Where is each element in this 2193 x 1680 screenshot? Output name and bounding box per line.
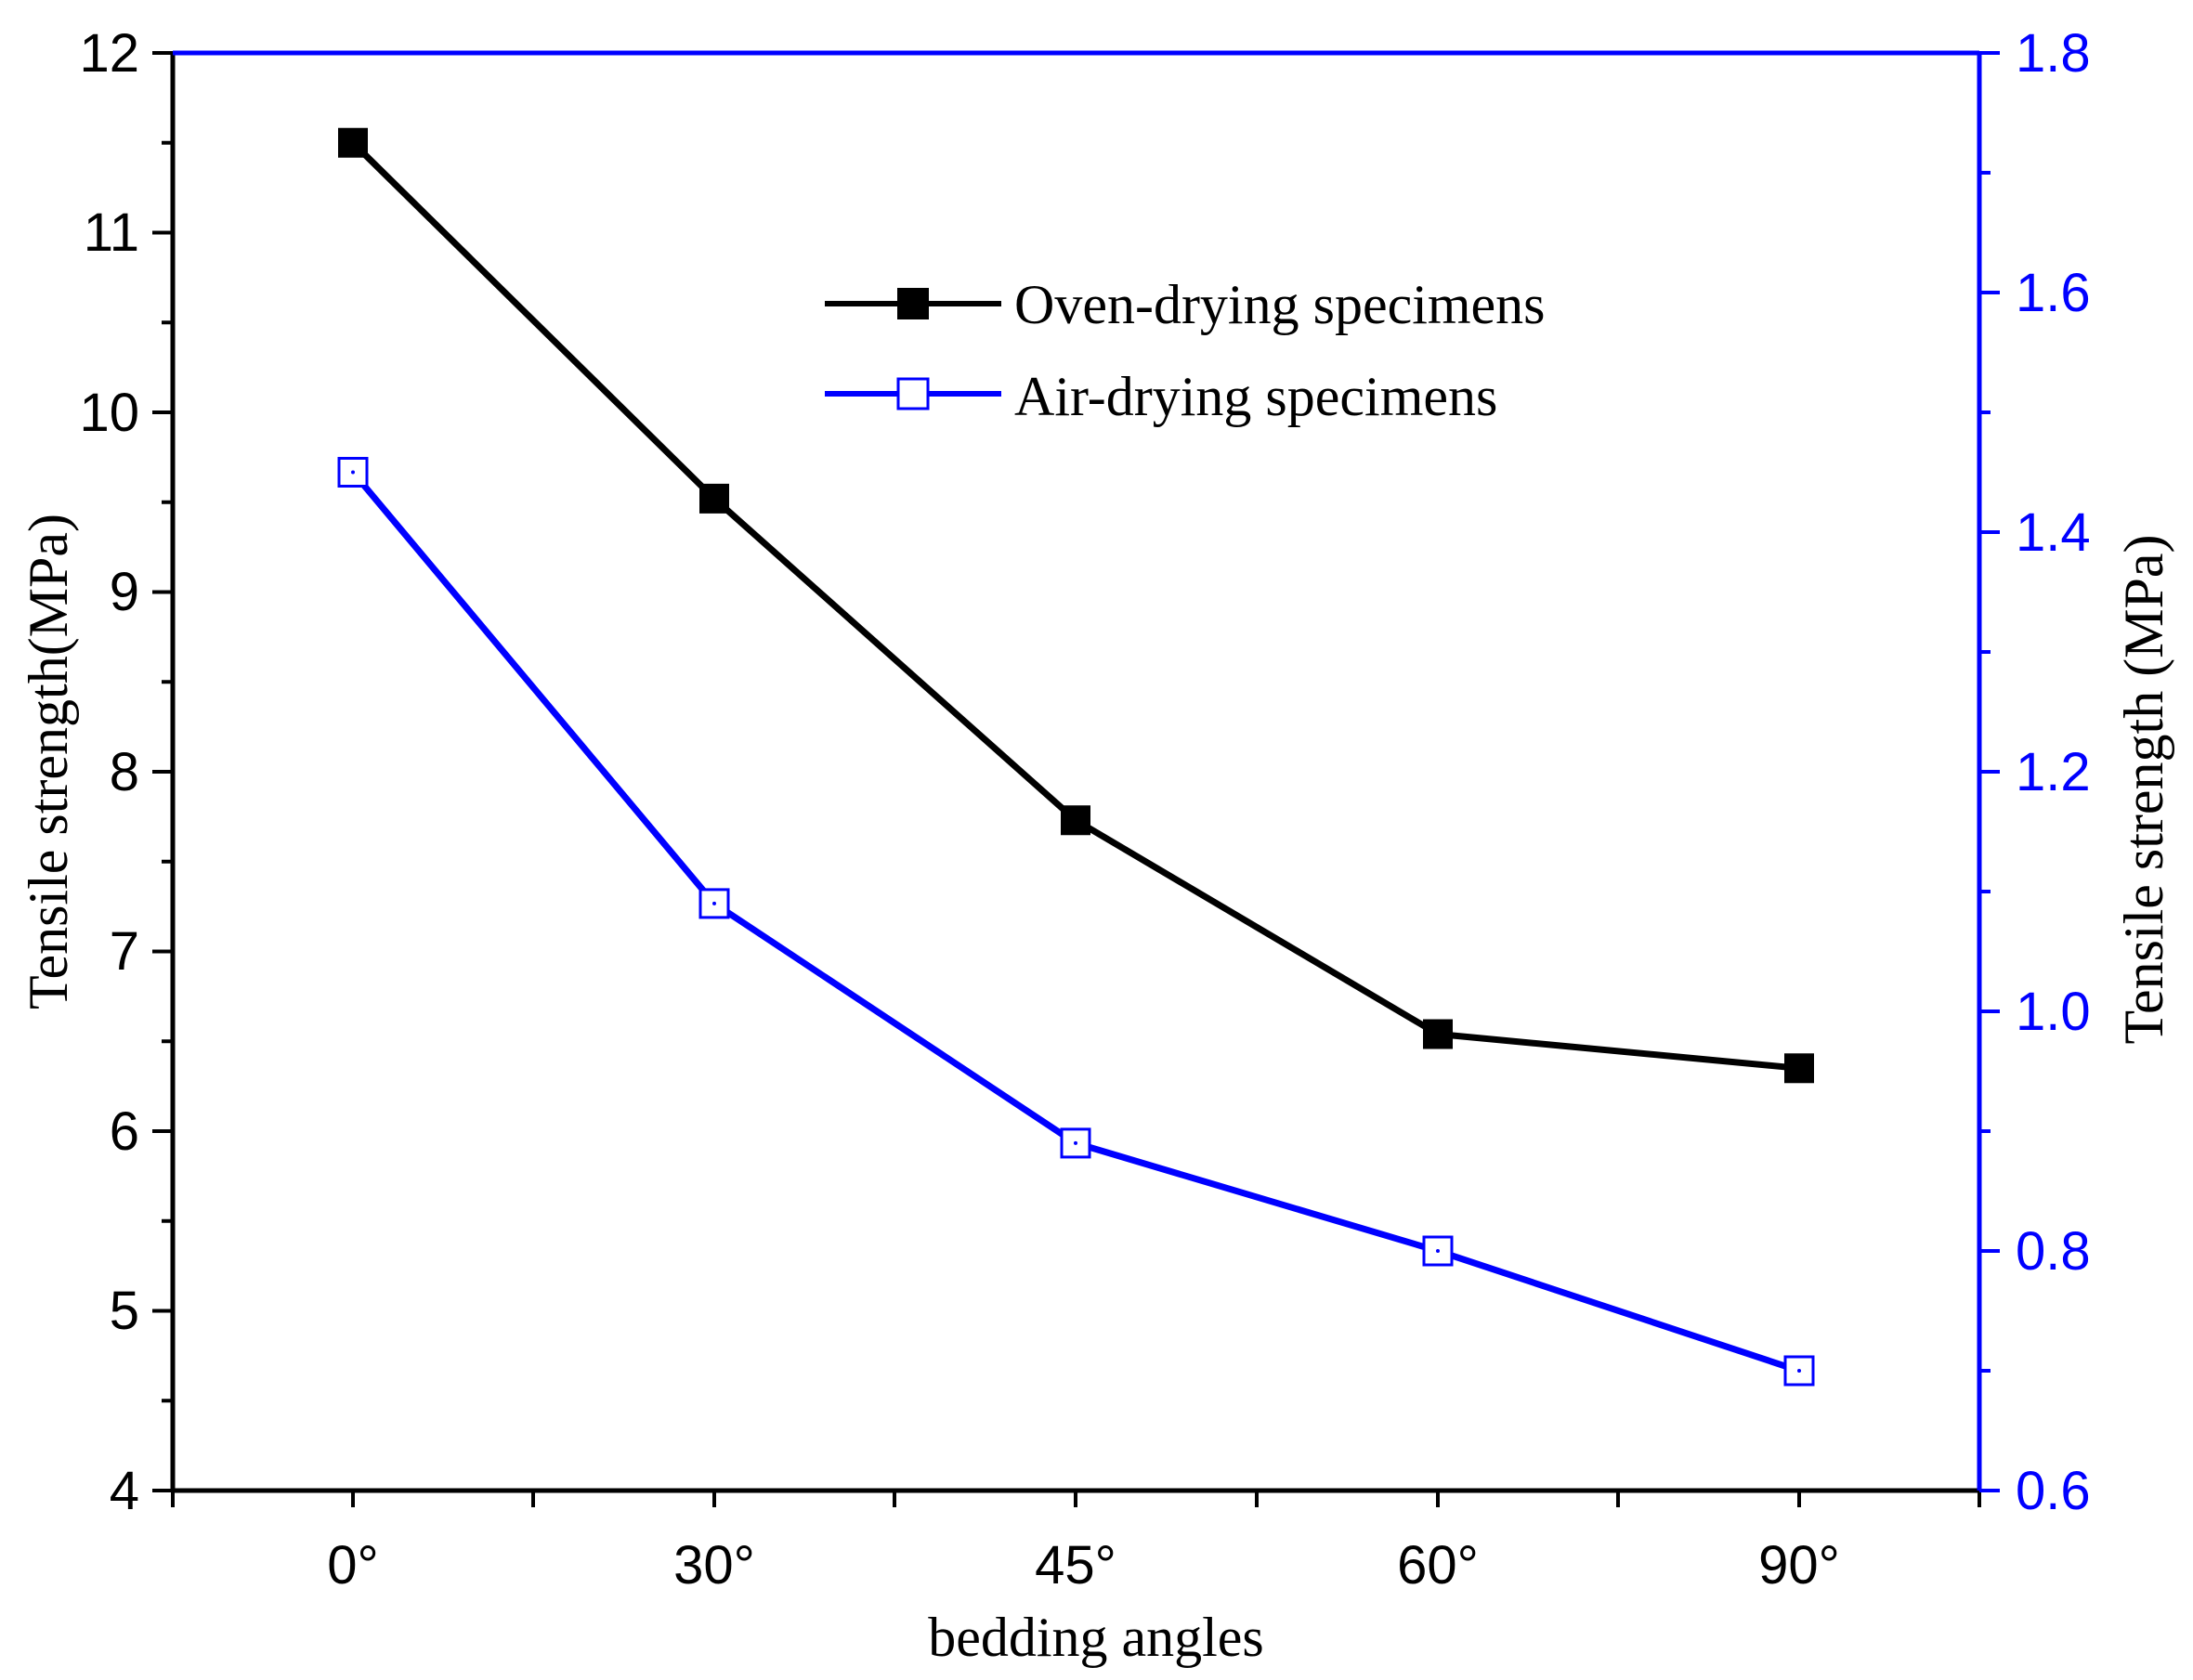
x-tick-label: 90°	[1758, 1535, 1840, 1595]
y-left-tick-label: 4	[110, 1461, 139, 1521]
y-left-axis-title: Tensile strength(MPa)	[18, 514, 79, 1009]
legend-marker-oven	[897, 288, 929, 319]
series-line-air	[350, 470, 1801, 1374]
legend: Oven-drying specimens Air-drying specime…	[825, 274, 1546, 427]
data-point-air-dot	[1074, 1140, 1077, 1145]
legend-marker-air	[896, 377, 930, 410]
y-right-axis-title: Tensile strength (MPa)	[2113, 534, 2174, 1044]
y-left-tick-label: 9	[110, 562, 139, 622]
x-axis-title: bedding angles	[928, 1607, 1264, 1668]
x-tick-label: 0°	[327, 1535, 378, 1595]
y-left-tick-label: 11	[84, 202, 139, 263]
data-point-air-dot	[1436, 1249, 1440, 1253]
data-point-oven	[1784, 1053, 1814, 1084]
y-left-tick-label: 8	[110, 742, 139, 802]
legend-label-air: Air-drying specimens	[1014, 366, 1497, 427]
data-point-air-dot	[1797, 1369, 1801, 1373]
y-left-tick-label: 10	[79, 383, 139, 443]
legend-label-oven: Oven-drying specimens	[1014, 274, 1546, 335]
x-tick-label: 45°	[1035, 1535, 1116, 1595]
y-left-tick-label: 6	[110, 1101, 139, 1162]
y-left-tick-label: 5	[110, 1281, 139, 1341]
data-point-oven	[699, 483, 729, 514]
x-tick-label: 30°	[673, 1535, 755, 1595]
y-right-tick-label: 1.0	[2016, 982, 2091, 1042]
y-right-tick-label: 1.8	[2016, 23, 2091, 84]
y-right-tick-label: 1.2	[2016, 742, 2091, 802]
x-tick-label: 60°	[1397, 1535, 1479, 1595]
data-point-air-dot	[712, 901, 716, 905]
data-point-oven	[338, 127, 368, 158]
y-right-tick-label: 1.4	[2016, 502, 2091, 563]
data-point-oven	[1061, 805, 1090, 836]
y-right-tick-label: 0.8	[2016, 1221, 2091, 1282]
data-point-air-dot	[351, 470, 355, 475]
y-right-tick-label: 1.6	[2016, 263, 2091, 323]
data-point-oven	[1423, 1019, 1453, 1049]
y-left-tick-label: 7	[110, 921, 139, 982]
y-right-tick-label: 0.6	[2016, 1461, 2091, 1521]
y-left-tick-label: 12	[79, 23, 139, 84]
